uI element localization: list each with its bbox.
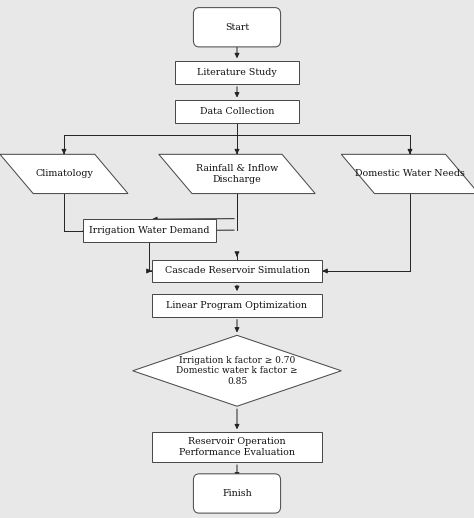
FancyBboxPatch shape xyxy=(193,474,281,513)
Bar xyxy=(152,432,322,462)
Bar xyxy=(152,294,322,317)
Text: Climatology: Climatology xyxy=(35,169,93,178)
Polygon shape xyxy=(133,335,341,406)
Text: Data Collection: Data Collection xyxy=(200,107,274,116)
Text: Literature Study: Literature Study xyxy=(197,68,277,77)
Polygon shape xyxy=(341,154,474,194)
Text: Rainfall & Inflow
Discharge: Rainfall & Inflow Discharge xyxy=(196,164,278,184)
Polygon shape xyxy=(0,154,128,194)
FancyBboxPatch shape xyxy=(193,8,281,47)
Polygon shape xyxy=(159,154,315,194)
Bar xyxy=(175,61,299,84)
Text: Reservoir Operation
Performance Evaluation: Reservoir Operation Performance Evaluati… xyxy=(179,437,295,457)
Bar xyxy=(152,260,322,282)
Text: Irrigation k factor ≥ 0.70
Domestic water k factor ≥
0.85: Irrigation k factor ≥ 0.70 Domestic wate… xyxy=(176,356,298,386)
Text: Linear Program Optimization: Linear Program Optimization xyxy=(166,301,308,310)
Text: Cascade Reservoir Simulation: Cascade Reservoir Simulation xyxy=(164,266,310,276)
Text: Domestic Water Needs: Domestic Water Needs xyxy=(355,169,465,178)
Text: Irrigation Water Demand: Irrigation Water Demand xyxy=(89,226,210,235)
Bar xyxy=(83,219,216,242)
Bar xyxy=(175,100,299,123)
Text: Finish: Finish xyxy=(222,489,252,498)
Text: Start: Start xyxy=(225,23,249,32)
